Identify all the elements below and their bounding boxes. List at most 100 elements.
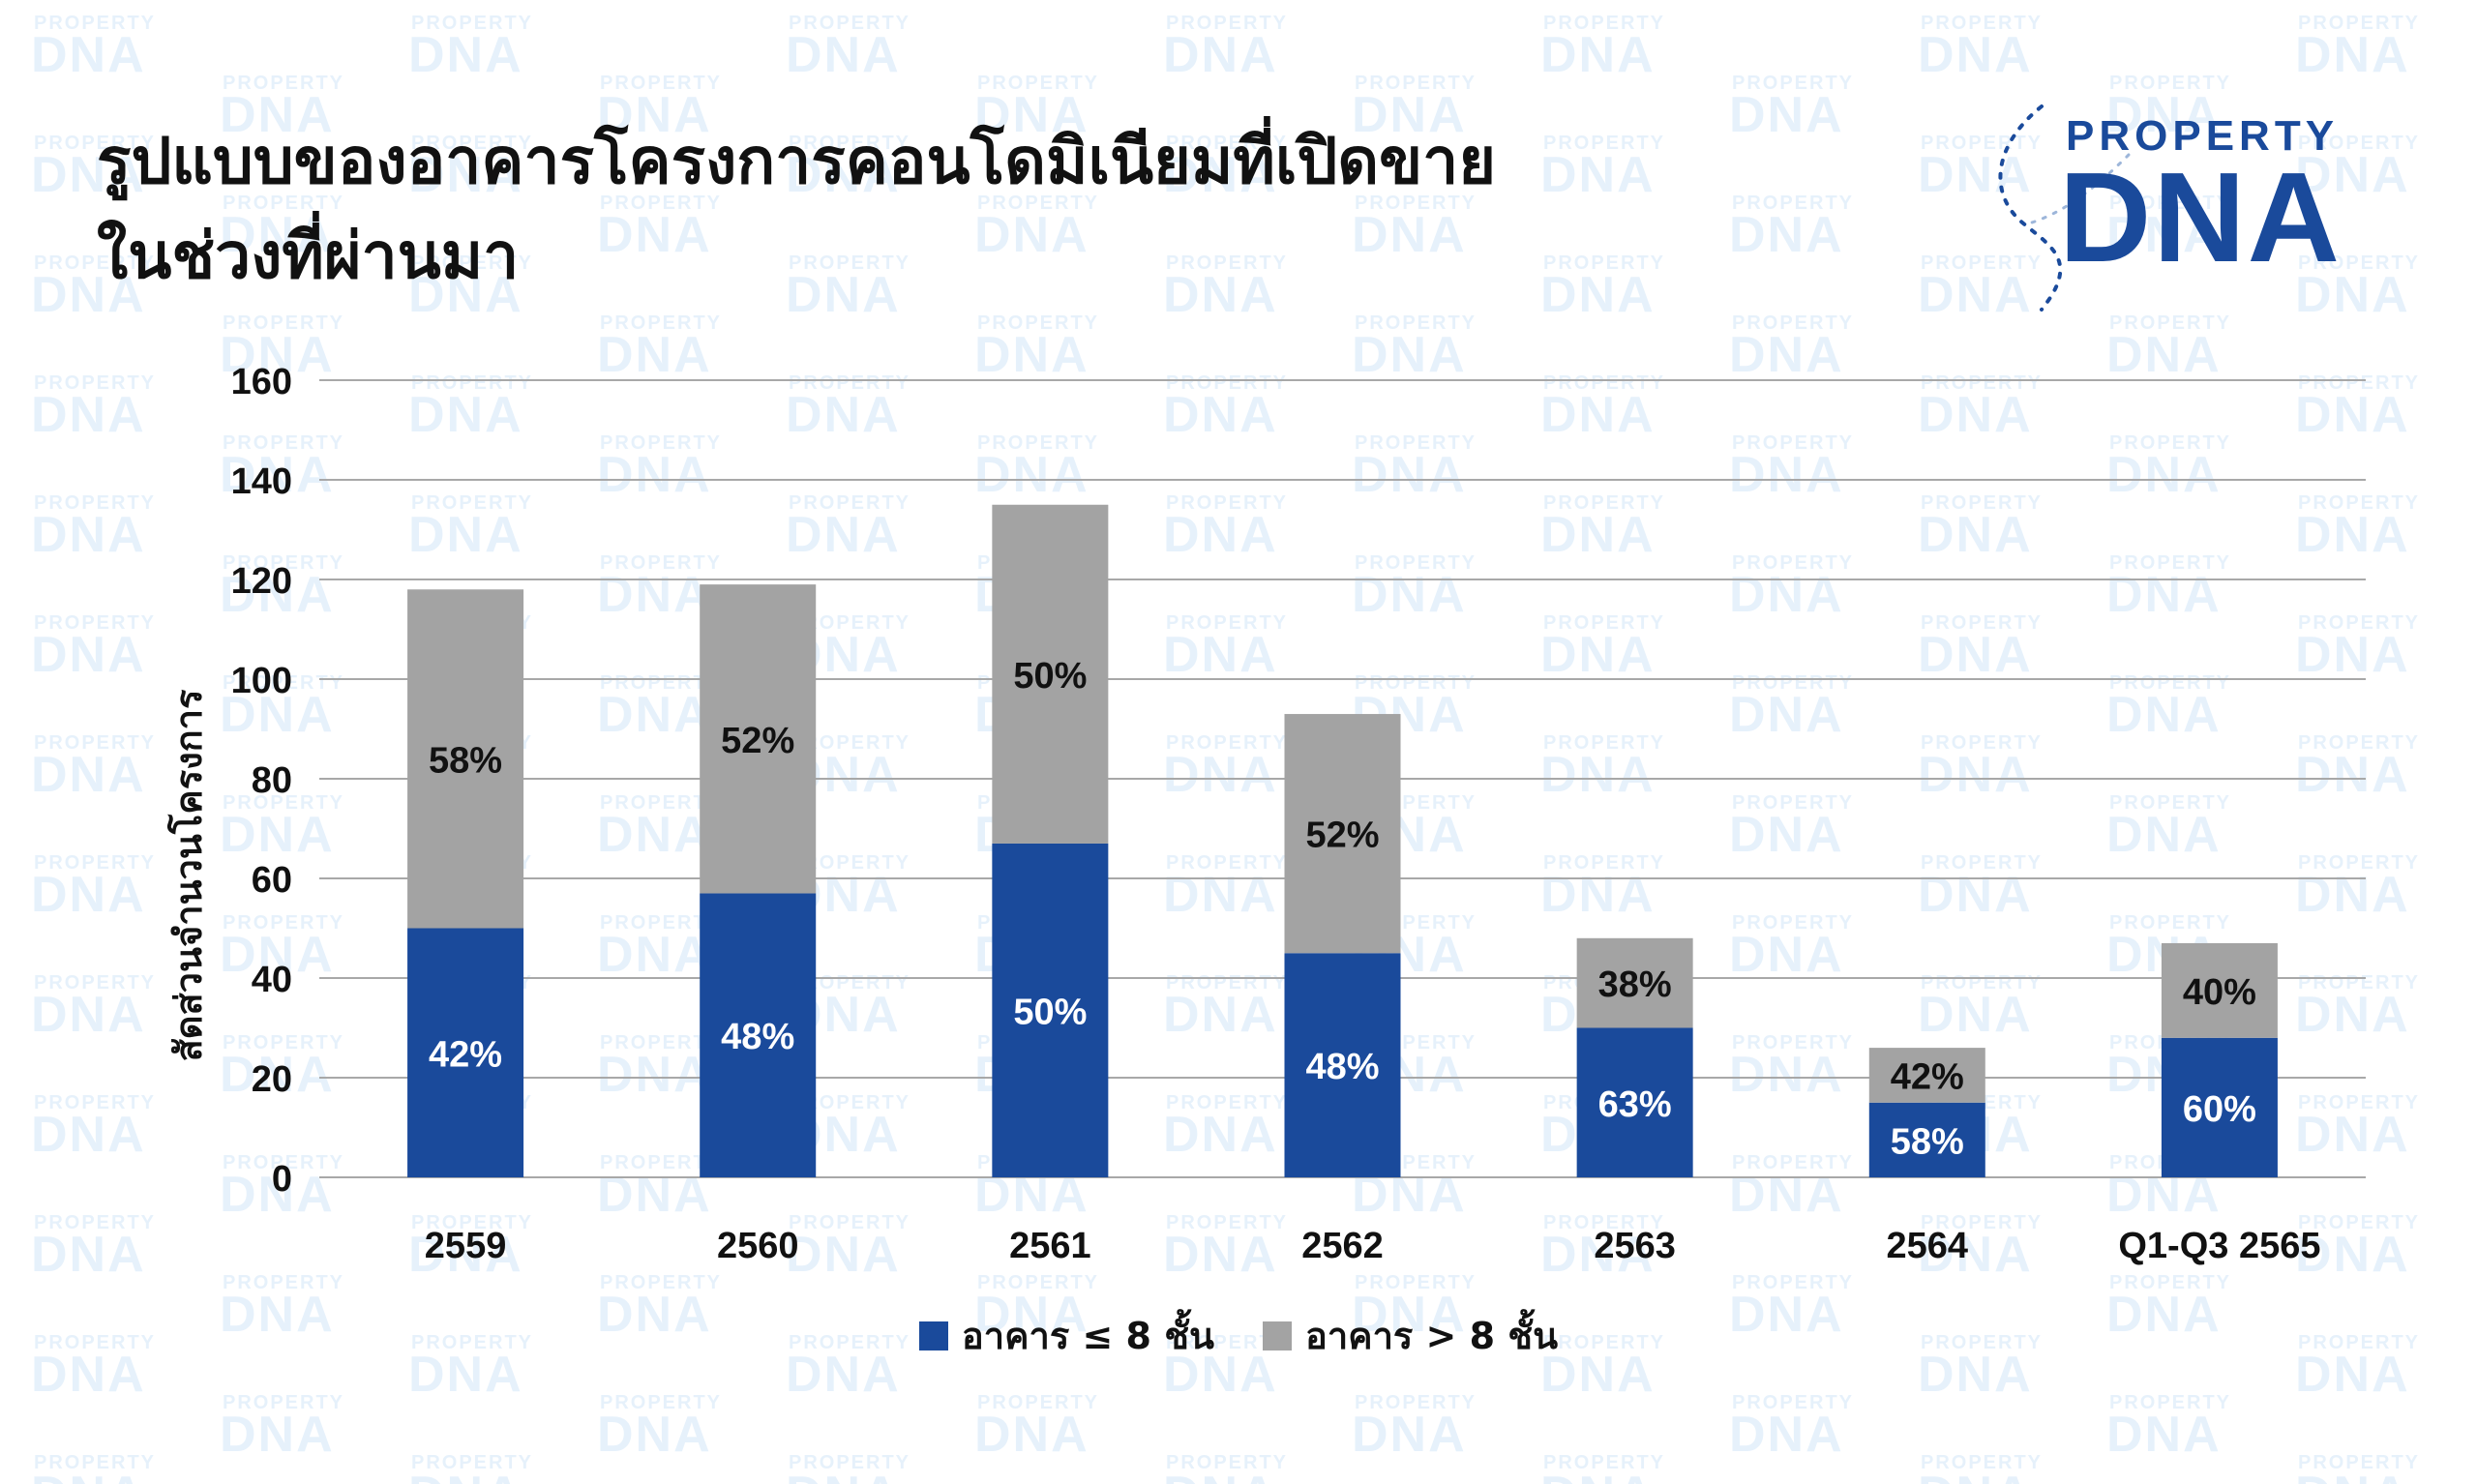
- page-title: รูปแบบของอาคารโครงการคอนโดมิเนียมที่เปิด…: [97, 114, 1496, 304]
- watermark-text-large: DNA: [31, 507, 146, 563]
- watermark-text-small: PROPERTY: [1732, 73, 1854, 94]
- x-tick-label: 2559: [425, 1226, 507, 1266]
- watermark-text-large: DNA: [1163, 147, 1278, 203]
- watermark-text-large: DNA: [1352, 1407, 1467, 1463]
- watermark-text-large: DNA: [1918, 27, 2033, 83]
- x-tick-label: 2562: [1301, 1226, 1384, 1266]
- watermark-text-small: PROPERTY: [223, 1392, 344, 1413]
- watermark-text-large: DNA: [786, 1347, 901, 1403]
- watermark-text-large: DNA: [2106, 1287, 2222, 1343]
- watermark-text-large: DNA: [1918, 1227, 2033, 1283]
- watermark-text-large: DNA: [1918, 867, 2033, 923]
- watermark-text-large: DNA: [1540, 147, 1656, 203]
- watermark-text-small: PROPERTY: [789, 852, 910, 874]
- watermark-text-small: PROPERTY: [789, 612, 910, 634]
- watermark-text-small: PROPERTY: [1355, 672, 1477, 694]
- watermark-text-large: DNA: [1163, 1107, 1278, 1163]
- watermark-text-small: PROPERTY: [2109, 792, 2231, 814]
- watermark-text-small: PROPERTY: [600, 193, 722, 214]
- watermark-text-small: PROPERTY: [600, 312, 722, 334]
- watermark-text-small: PROPERTY: [789, 1212, 910, 1233]
- watermark-text-small: PROPERTY: [2298, 1452, 2420, 1473]
- watermark-text-small: PROPERTY: [1166, 13, 1288, 34]
- watermark-text-small: PROPERTY: [1543, 1332, 1665, 1353]
- watermark-text-small: PROPERTY: [411, 252, 533, 274]
- watermark-text-small: PROPERTY: [411, 13, 533, 34]
- watermark-text-small: PROPERTY: [1166, 1092, 1288, 1113]
- watermark-text-large: DNA: [1729, 927, 1844, 983]
- watermark-text-small: PROPERTY: [1543, 13, 1665, 34]
- watermark-text-large: DNA: [31, 147, 146, 203]
- watermark-text-small: PROPERTY: [1732, 552, 1854, 574]
- logo-text-top: PROPERTY: [2066, 112, 2339, 160]
- watermark-text-large: DNA: [31, 747, 146, 803]
- watermark-text-small: PROPERTY: [2109, 73, 2231, 94]
- x-tick-label: Q1-Q3 2565: [2118, 1226, 2320, 1266]
- watermark-text-large: DNA: [31, 27, 146, 83]
- watermark-text-small: PROPERTY: [1921, 252, 2043, 274]
- watermark-text-small: PROPERTY: [1732, 432, 1854, 454]
- data-label: 40%: [2183, 972, 2256, 1013]
- watermark-text-small: PROPERTY: [1732, 1032, 1854, 1054]
- data-label: 38%: [1598, 965, 1672, 1005]
- bar-segment-low-rise: [1868, 1102, 1985, 1177]
- watermark-text-large: DNA: [1729, 327, 1844, 383]
- bar-segment-low-rise: [700, 893, 817, 1177]
- watermark-text-large: DNA: [2106, 1407, 2222, 1463]
- bar-segment-high-rise: [2161, 942, 2278, 1038]
- watermark-text-small: PROPERTY: [1921, 1212, 2043, 1233]
- legend-item-low-rise: อาคาร ≤ 8 ชั้น: [918, 1306, 1214, 1365]
- legend-label-high-rise: อาคาร > 8 ชั้น: [1305, 1315, 1559, 1357]
- watermark-text-small: PROPERTY: [1166, 252, 1288, 274]
- watermark-text-large: DNA: [597, 1167, 712, 1223]
- watermark-text-large: DNA: [786, 1467, 901, 1484]
- bar-segment-low-rise: [992, 843, 1109, 1177]
- watermark-text-small: PROPERTY: [1543, 372, 1665, 394]
- watermark-text-small: PROPERTY: [34, 252, 156, 274]
- watermark-text-small: PROPERTY: [411, 133, 533, 154]
- watermark-text-large: DNA: [1163, 1347, 1278, 1403]
- watermark-text-large: DNA: [1163, 1227, 1278, 1283]
- watermark-text-large: DNA: [1163, 267, 1278, 323]
- watermark-text-small: PROPERTY: [1543, 612, 1665, 634]
- watermark-text-small: PROPERTY: [34, 612, 156, 634]
- watermark-text-large: DNA: [31, 387, 146, 443]
- bar-segment-low-rise: [2161, 1037, 2278, 1177]
- watermark-text-small: PROPERTY: [223, 1032, 344, 1054]
- watermark-text-small: PROPERTY: [1921, 732, 2043, 754]
- watermark-text-small: PROPERTY: [977, 73, 1099, 94]
- watermark-text-small: PROPERTY: [977, 1392, 1099, 1413]
- watermark-text-large: DNA: [2106, 207, 2222, 263]
- watermark-text-large: DNA: [1352, 1287, 1467, 1343]
- watermark-text-small: PROPERTY: [223, 552, 344, 574]
- watermark-text-small: PROPERTY: [1166, 1332, 1288, 1353]
- watermark-text-large: DNA: [1729, 207, 1844, 263]
- watermark-text-large: DNA: [1163, 1467, 1278, 1484]
- watermark-text-large: DNA: [1163, 627, 1278, 683]
- watermark-text-small: PROPERTY: [223, 432, 344, 454]
- watermark-text-small: PROPERTY: [1732, 912, 1854, 934]
- watermark-text-large: DNA: [31, 987, 146, 1043]
- watermark-text-small: PROPERTY: [2298, 372, 2420, 394]
- watermark-text-small: PROPERTY: [600, 792, 722, 814]
- x-tick-label: 2560: [717, 1226, 799, 1266]
- watermark-text-large: DNA: [408, 267, 523, 323]
- watermark-text-large: DNA: [2295, 1227, 2410, 1283]
- watermark-text-small: PROPERTY: [1543, 1212, 1665, 1233]
- watermark-text-small: PROPERTY: [34, 1092, 156, 1113]
- watermark-text-large: DNA: [1729, 87, 1844, 143]
- watermark-text-small: PROPERTY: [2109, 1272, 2231, 1293]
- watermark-text-large: DNA: [1540, 27, 1656, 83]
- watermark-text-large: DNA: [220, 207, 335, 263]
- watermark-text-large: DNA: [1352, 207, 1467, 263]
- title-line-2: ในช่วงที่ผ่านมา: [97, 219, 520, 293]
- watermark-text-large: DNA: [408, 387, 523, 443]
- watermark-text-small: PROPERTY: [1543, 252, 1665, 274]
- watermark-text-large: DNA: [786, 267, 901, 323]
- watermark-text-large: DNA: [974, 87, 1089, 143]
- watermark-text-small: PROPERTY: [977, 432, 1099, 454]
- watermark-text-small: PROPERTY: [1166, 372, 1288, 394]
- watermark-text-small: PROPERTY: [223, 73, 344, 94]
- watermark-text-large: DNA: [1729, 567, 1844, 623]
- watermark-text-large: DNA: [220, 87, 335, 143]
